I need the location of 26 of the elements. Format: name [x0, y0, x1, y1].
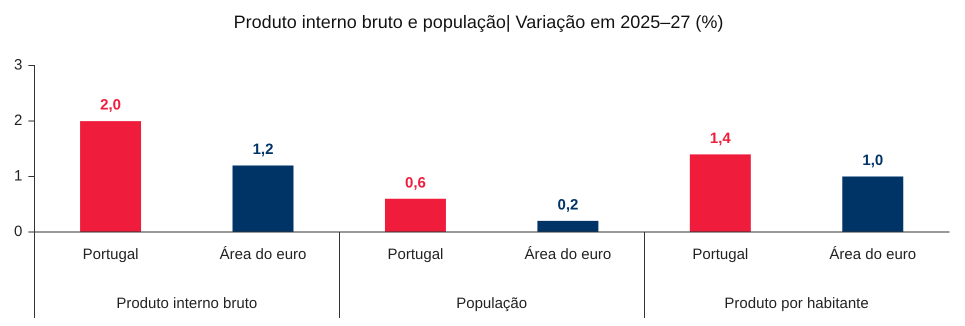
x-tick-label: Portugal	[692, 246, 748, 264]
bar	[384, 198, 446, 232]
bar	[690, 154, 751, 232]
text: Produto por habitante	[724, 295, 869, 312]
data-label: 1,0	[862, 152, 884, 170]
x-tick-label: Área do euro	[829, 245, 916, 264]
y-tick-label: 0	[14, 223, 22, 240]
y-tick-label: 1	[14, 168, 22, 185]
data-label: 2,0	[100, 96, 121, 114]
data-label: 1,2	[252, 141, 274, 158]
x-tick-label: Portugal	[388, 246, 444, 264]
data-label: 0,6	[405, 174, 426, 192]
data-label: 0,2	[557, 196, 578, 214]
text: População	[456, 295, 528, 312]
x-tick-label: Área do euro	[524, 245, 612, 264]
chart-title: Produto interno bruto e população| Variação em 2025–27 (%)	[234, 12, 724, 32]
y-tick-label: 3	[14, 56, 22, 74]
data-label: 1,4	[710, 130, 732, 147]
x-tick-label: Portugal	[82, 246, 138, 264]
bar	[537, 220, 598, 232]
y-tick-label: 2	[14, 112, 22, 130]
x-tick-label: Área do euro	[220, 245, 306, 264]
bar	[232, 165, 294, 232]
text: Produto interno bruto	[116, 295, 258, 312]
bar	[842, 176, 904, 232]
bar	[80, 121, 142, 232]
